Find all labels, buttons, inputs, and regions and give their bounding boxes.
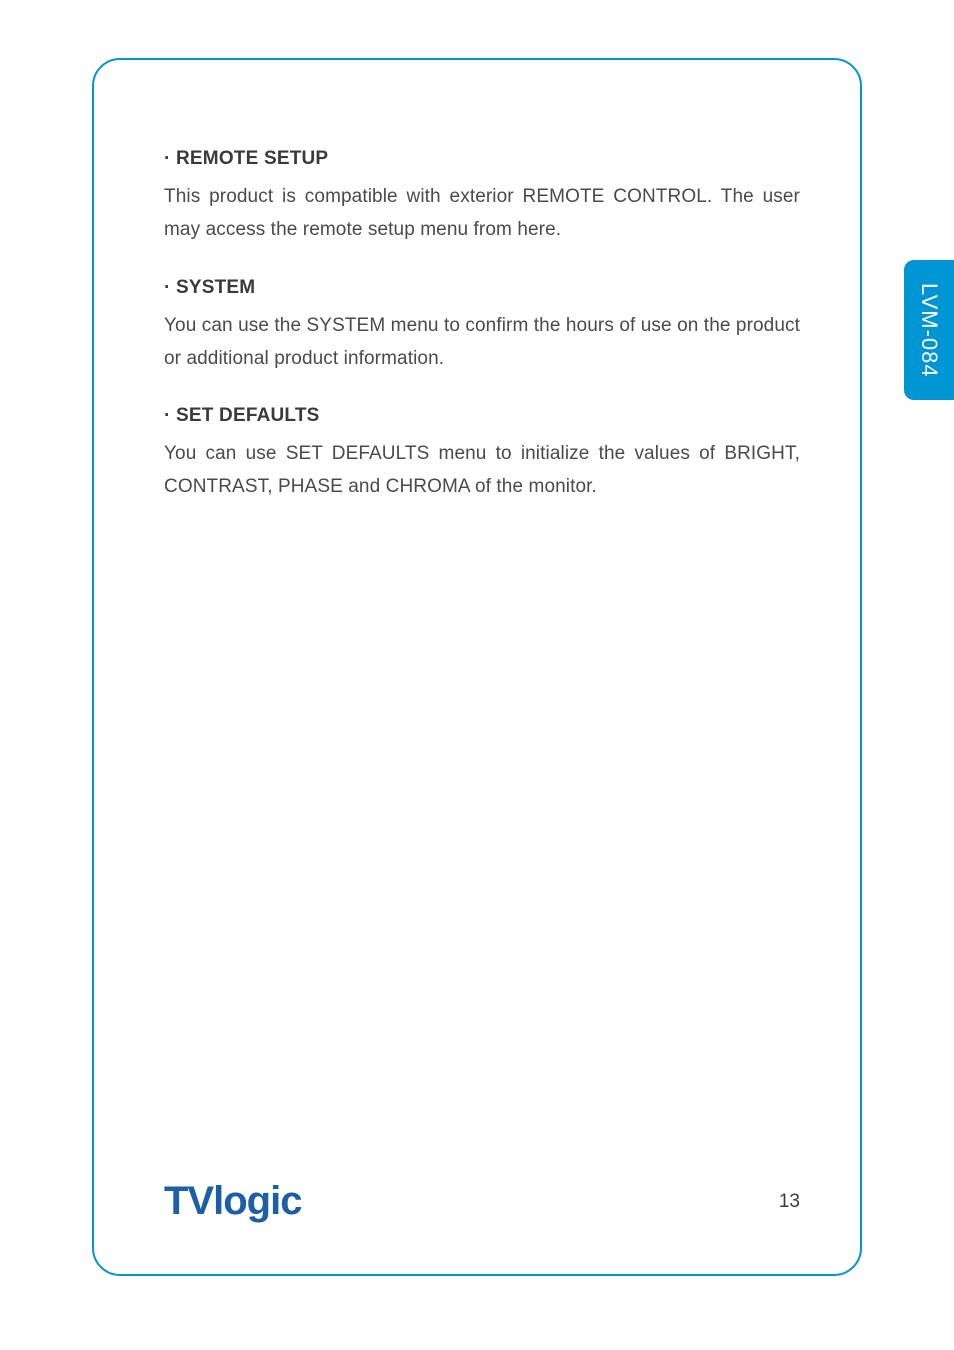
section-heading: · SET DEFAULTS (164, 405, 800, 427)
section-heading: · REMOTE SETUP (164, 148, 800, 170)
section-system: · SYSTEM You can use the SYSTEM menu to … (164, 277, 800, 376)
page-container: LVM-084 · REMOTE SETUP This product is c… (0, 0, 954, 1350)
content-frame: · REMOTE SETUP This product is compatibl… (92, 58, 862, 1276)
brand-logo: TVlogic (164, 1179, 301, 1224)
section-set-defaults: · SET DEFAULTS You can use SET DEFAULTS … (164, 405, 800, 504)
page-footer: TVlogic 13 (164, 1179, 800, 1224)
section-heading: · SYSTEM (164, 277, 800, 299)
page-number: 13 (779, 1191, 800, 1213)
section-remote-setup: · REMOTE SETUP This product is compatibl… (164, 148, 800, 247)
logo-text: TVlogic (164, 1179, 301, 1223)
side-tab-label: LVM-084 (916, 283, 942, 378)
section-body: You can use the SYSTEM menu to confirm t… (164, 309, 800, 376)
side-tab: LVM-084 (904, 260, 954, 400)
section-body: This product is compatible with exterior… (164, 180, 800, 247)
section-body: You can use SET DEFAULTS menu to initial… (164, 437, 800, 504)
